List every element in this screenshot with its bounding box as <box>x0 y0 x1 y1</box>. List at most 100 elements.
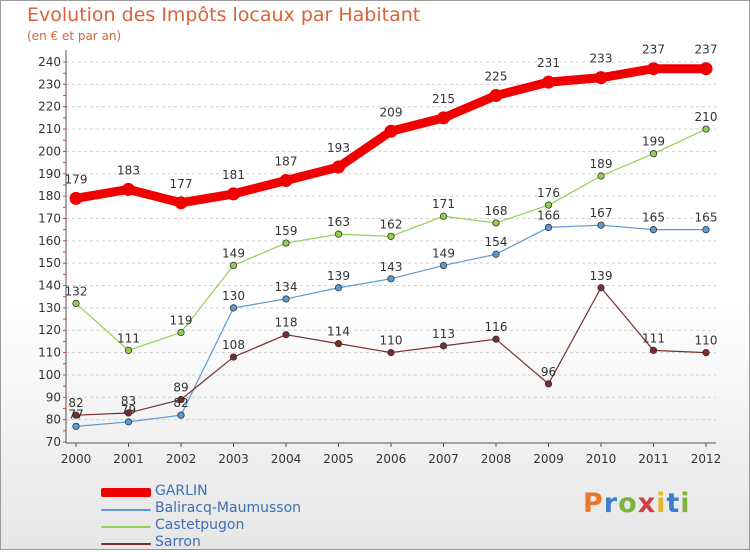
y-tick-label: 190 <box>38 167 61 181</box>
data-label-baliracq-maumusson: 139 <box>327 269 350 283</box>
y-tick-label: 230 <box>38 77 61 91</box>
x-tick-label: 2000 <box>61 452 92 466</box>
series-lines <box>69 62 713 430</box>
legend-swatch <box>101 509 151 511</box>
data-point-castetpugon <box>492 219 500 227</box>
legend-label: Castetpugon <box>155 517 245 533</box>
y-tick-label: 70 <box>46 435 61 449</box>
data-point-sarron <box>702 348 710 357</box>
data-label-castetpugon: 149 <box>222 246 245 260</box>
y-tick-label: 100 <box>38 368 61 382</box>
data-point-sarron <box>124 409 133 417</box>
x-tick-label: 2004 <box>271 452 302 466</box>
x-tick-label: 2003 <box>218 452 249 466</box>
data-label-baliracq-maumusson: 166 <box>537 208 560 222</box>
data-point-garlin <box>384 124 398 138</box>
data-point-castetpugon <box>649 150 658 158</box>
data-point-castetpugon <box>282 239 290 247</box>
y-tick-label: 120 <box>38 323 61 337</box>
data-point-castetpugon <box>124 346 133 354</box>
chart-subtitle: (en € et par an) <box>27 29 122 43</box>
data-label-sarron: 108 <box>222 338 245 352</box>
data-label-sarron: 116 <box>485 320 508 334</box>
data-point-baliracq-maumusson <box>177 411 185 419</box>
data-point-castetpugon <box>72 299 80 308</box>
data-label-sarron: 113 <box>432 327 455 341</box>
data-label-baliracq-maumusson: 79 <box>121 403 136 417</box>
data-label-sarron: 139 <box>590 269 613 283</box>
data-label-castetpugon: 119 <box>170 313 193 327</box>
data-label-castetpugon: 132 <box>65 284 88 298</box>
data-point-baliracq-maumusson <box>229 304 238 312</box>
data-point-baliracq-maumusson <box>544 223 553 232</box>
data-point-sarron <box>544 380 553 388</box>
brand-logo: Proxiti <box>583 488 691 519</box>
data-label-castetpugon: 162 <box>380 217 403 231</box>
data-point-garlin <box>489 89 503 103</box>
data-label-castetpugon: 159 <box>275 224 298 238</box>
data-label-baliracq-maumusson: 77 <box>68 407 83 421</box>
y-tick-label: 160 <box>38 234 61 248</box>
legend-swatch <box>101 488 151 497</box>
data-label-castetpugon: 189 <box>590 157 613 171</box>
data-label-garlin: 181 <box>222 168 245 182</box>
x-tick-label: 2011 <box>638 452 669 466</box>
data-label-garlin: 193 <box>327 141 350 155</box>
brand-letter: i <box>680 488 691 519</box>
data-point-castetpugon <box>702 125 710 133</box>
data-point-baliracq-maumusson <box>282 295 290 303</box>
data-label-baliracq-maumusson: 134 <box>275 280 298 294</box>
data-label-sarron: 111 <box>642 331 665 345</box>
data-label-castetpugon: 171 <box>432 197 455 211</box>
data-point-garlin <box>437 111 450 125</box>
data-point-sarron <box>387 348 395 357</box>
data-label-sarron: 110 <box>695 334 718 348</box>
x-tick-label: 2012 <box>691 452 722 466</box>
brand-letter: r <box>603 488 619 519</box>
data-point-baliracq-maumusson <box>387 275 395 283</box>
data-label-garlin: 209 <box>380 105 403 119</box>
data-point-baliracq-maumusson <box>597 221 605 229</box>
data-label-sarron: 110 <box>380 334 403 348</box>
y-tick-label: 210 <box>38 122 61 136</box>
data-point-baliracq-maumusson <box>72 422 80 430</box>
data-label-garlin: 237 <box>695 43 718 57</box>
data-point-baliracq-maumusson <box>649 226 658 234</box>
brand-letter: P <box>583 488 604 519</box>
data-point-sarron <box>334 340 343 348</box>
data-point-castetpugon <box>177 328 185 337</box>
data-label-castetpugon: 210 <box>695 110 718 124</box>
data-point-sarron <box>492 335 500 343</box>
data-point-castetpugon <box>229 261 238 270</box>
y-tick-label: 240 <box>38 55 61 69</box>
data-label-castetpugon: 176 <box>537 186 560 200</box>
data-label-castetpugon: 199 <box>642 135 665 149</box>
data-label-baliracq-maumusson: 82 <box>173 396 188 410</box>
data-label-baliracq-maumusson: 143 <box>380 260 403 274</box>
data-point-baliracq-maumusson <box>334 284 343 292</box>
data-point-garlin <box>227 187 240 201</box>
data-label-garlin: 231 <box>537 56 560 70</box>
data-point-baliracq-maumusson <box>439 261 448 270</box>
data-point-sarron <box>282 331 290 339</box>
y-tick-label: 80 <box>46 413 61 427</box>
y-tick-label: 200 <box>38 144 61 158</box>
data-label-baliracq-maumusson: 165 <box>695 211 718 225</box>
axes: 7080901001101201301401501601701801902002… <box>38 50 721 466</box>
data-point-castetpugon <box>544 201 553 209</box>
legend-label: GARLIN <box>155 483 208 499</box>
legend-swatch <box>101 543 151 545</box>
data-point-garlin <box>332 160 345 174</box>
x-tick-label: 2010 <box>586 452 617 466</box>
data-point-sarron <box>229 353 238 361</box>
data-label-baliracq-maumusson: 149 <box>432 246 455 260</box>
y-tick-label: 180 <box>38 189 61 203</box>
data-point-garlin <box>69 191 83 205</box>
x-tick-label: 2006 <box>376 452 407 466</box>
data-label-baliracq-maumusson: 165 <box>642 211 665 225</box>
data-label-sarron: 96 <box>541 365 556 379</box>
data-point-castetpugon <box>334 230 343 238</box>
data-label-garlin: 215 <box>432 92 455 106</box>
data-point-sarron <box>597 284 605 292</box>
